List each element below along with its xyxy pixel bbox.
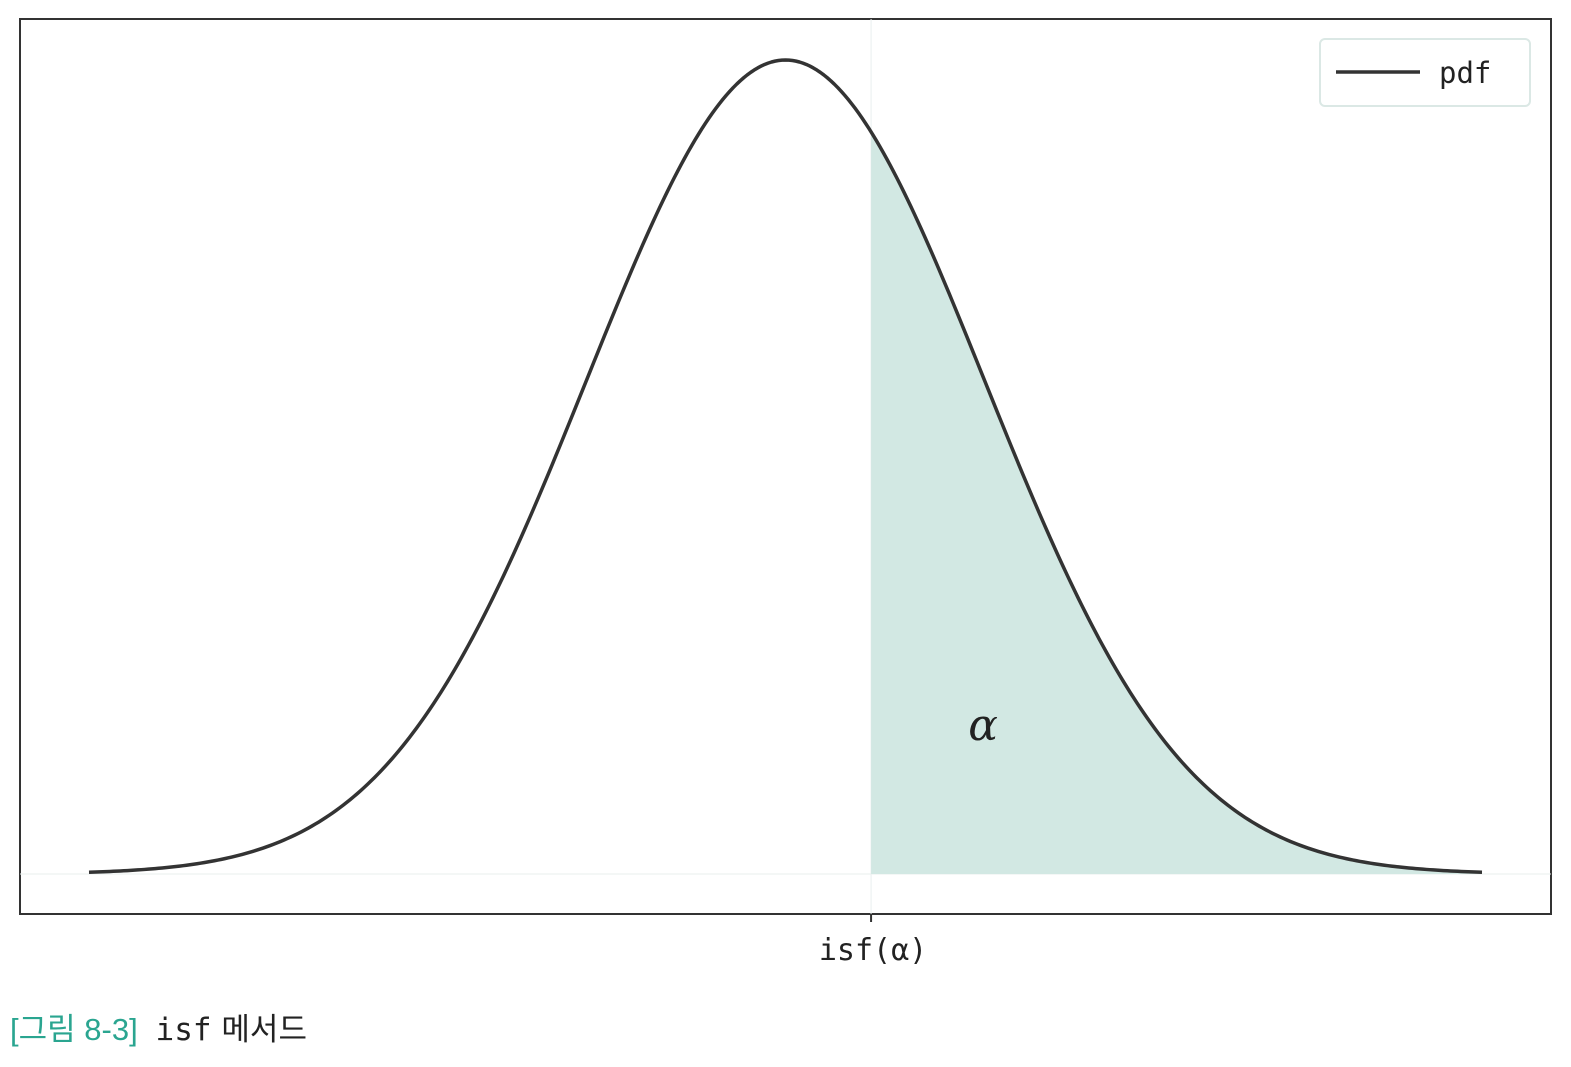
legend-box	[1319, 38, 1531, 107]
plot-frame	[19, 18, 1552, 915]
caption-prefix: [그림 8-3]	[10, 1012, 138, 1047]
legend: pdf	[1319, 38, 1531, 107]
pdf-curve	[88, 58, 1483, 874]
figure-caption: [그림 8-3] isf 메서드	[10, 1008, 307, 1052]
alpha-area	[871, 131, 1482, 874]
alpha-label: α	[968, 700, 998, 751]
caption-code: isf	[155, 1012, 212, 1048]
caption-text: 메서드	[221, 1012, 307, 1048]
legend-label: pdf	[1439, 56, 1491, 90]
xtick-label: isf(α)	[819, 933, 927, 968]
chart-svg: α isf(α) pdf	[19, 18, 1552, 968]
